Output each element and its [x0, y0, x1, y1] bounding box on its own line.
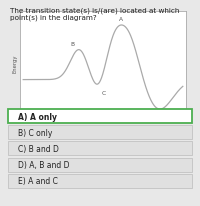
Text: B: B	[70, 42, 74, 47]
Text: C: C	[101, 91, 106, 96]
X-axis label: Reaction Progress: Reaction Progress	[80, 117, 127, 122]
Text: A: A	[119, 17, 123, 22]
Text: A) A only: A) A only	[18, 112, 57, 121]
Text: The transition state(s) is/(are) located at which point(s) in the diagram?: The transition state(s) is/(are) located…	[10, 7, 179, 21]
Text: D) A, B and D: D) A, B and D	[18, 160, 70, 169]
Text: C) B and D: C) B and D	[18, 144, 59, 153]
Text: E) A and C: E) A and C	[18, 176, 58, 185]
Y-axis label: Energy: Energy	[13, 55, 18, 73]
Text: B) C only: B) C only	[18, 128, 52, 137]
